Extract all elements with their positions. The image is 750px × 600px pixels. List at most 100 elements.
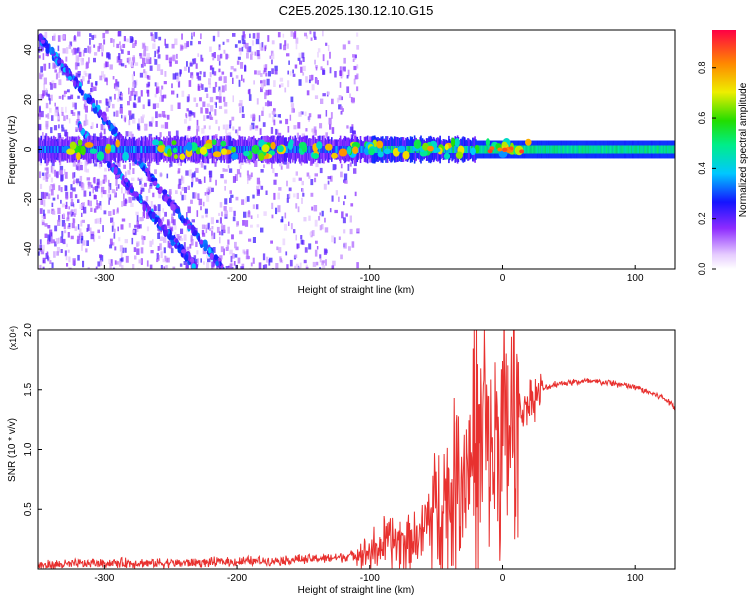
noise-cell xyxy=(80,57,83,62)
trace-cell xyxy=(80,89,84,96)
noise-cell xyxy=(105,30,109,34)
noise-cell xyxy=(305,266,309,269)
noise-cell xyxy=(115,160,119,165)
noise-cell xyxy=(353,168,357,174)
carrier-blob xyxy=(277,145,284,153)
y-tick-label: -20 xyxy=(23,192,34,207)
noise-cell xyxy=(320,66,323,71)
noise-cell xyxy=(207,257,211,263)
noise-cell xyxy=(227,239,230,245)
noise-cell xyxy=(156,103,160,108)
noise-cell xyxy=(265,72,268,77)
noise-cell xyxy=(228,132,232,136)
noise-cell xyxy=(54,109,58,117)
noise-cell xyxy=(86,227,89,232)
noise-cell xyxy=(184,42,188,49)
noise-cell xyxy=(352,130,356,135)
noise-cell xyxy=(233,210,236,217)
noise-cell xyxy=(344,180,348,184)
trace-cell xyxy=(111,128,117,135)
noise-cell xyxy=(138,259,142,264)
x-tick-label: -200 xyxy=(227,573,247,584)
noise-cell xyxy=(77,47,80,53)
noise-cell xyxy=(88,46,91,54)
noise-cell xyxy=(98,180,103,186)
noise-cell xyxy=(182,194,187,200)
noise-cell xyxy=(203,71,206,78)
noise-cell xyxy=(206,188,209,192)
noise-cell xyxy=(331,265,335,269)
noise-cell xyxy=(77,235,81,240)
carrier-blob xyxy=(270,141,276,150)
noise-cell xyxy=(196,72,199,76)
noise-cell xyxy=(112,103,115,109)
carrier-blob xyxy=(298,141,307,149)
noise-cell xyxy=(356,64,359,69)
noise-cell xyxy=(356,45,360,50)
noise-cell xyxy=(45,253,48,260)
noise-cell xyxy=(202,101,206,107)
colorbar-tick-label: 0.4 xyxy=(697,162,707,175)
noise-cell xyxy=(128,59,130,65)
carrier-hotspot xyxy=(497,147,503,152)
noise-cell xyxy=(314,95,319,99)
noise-cell xyxy=(169,61,172,67)
noise-cell xyxy=(90,82,94,87)
noise-cell xyxy=(77,199,80,203)
noise-cell xyxy=(73,172,76,178)
noise-cell xyxy=(159,236,163,241)
noise-cell xyxy=(132,196,136,201)
noise-cell xyxy=(283,44,287,51)
noise-cell xyxy=(241,46,244,52)
noise-cell xyxy=(130,202,134,207)
noise-cell xyxy=(159,96,162,102)
carrier-blob xyxy=(110,144,116,153)
noise-cell xyxy=(253,80,255,85)
noise-cell xyxy=(57,45,60,52)
noise-cell xyxy=(256,224,260,228)
noise-cell xyxy=(87,267,90,269)
noise-cell xyxy=(240,266,244,269)
noise-cell xyxy=(111,189,116,194)
noise-cell xyxy=(321,210,324,217)
noise-cell xyxy=(69,191,73,199)
noise-cell xyxy=(134,255,137,260)
noise-cell xyxy=(50,232,53,237)
noise-cell xyxy=(50,127,53,134)
noise-cell xyxy=(196,250,199,255)
noise-cell xyxy=(135,211,139,216)
noise-cell xyxy=(75,55,79,63)
noise-cell xyxy=(267,35,270,42)
noise-cell xyxy=(64,185,67,192)
noise-cell xyxy=(202,248,207,255)
carrier-core-cell xyxy=(486,145,488,154)
noise-cell xyxy=(284,40,287,46)
noise-cell xyxy=(324,217,326,223)
noise-cell xyxy=(161,111,166,117)
noise-cell xyxy=(276,129,279,135)
noise-cell xyxy=(190,40,193,46)
noise-cell xyxy=(334,209,338,214)
carrier-blob xyxy=(243,150,250,157)
noise-cell xyxy=(285,118,289,125)
noise-cell xyxy=(156,258,159,263)
noise-cell xyxy=(214,81,218,88)
noise-cell xyxy=(156,86,160,94)
carrier-core-cell xyxy=(47,146,50,153)
noise-cell xyxy=(140,63,144,68)
noise-cell xyxy=(260,80,263,84)
noise-cell xyxy=(180,228,184,234)
noise-cell xyxy=(70,209,73,215)
noise-cell xyxy=(193,112,196,118)
trace-cell xyxy=(86,97,91,104)
noise-cell xyxy=(281,216,284,223)
noise-cell xyxy=(47,193,51,200)
noise-cell xyxy=(63,115,66,121)
noise-cell xyxy=(220,223,223,229)
noise-cell xyxy=(102,179,106,184)
noise-cell xyxy=(143,69,146,74)
noise-cell xyxy=(66,115,69,120)
noise-cell xyxy=(284,212,287,219)
